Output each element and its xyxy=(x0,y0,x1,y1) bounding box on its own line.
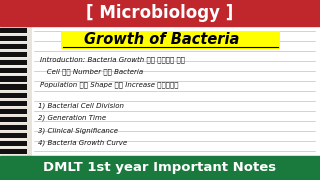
Bar xyxy=(0,57,27,58)
Bar xyxy=(0,106,27,107)
Text: 3) Clinical Significance: 3) Clinical Significance xyxy=(38,127,118,134)
Bar xyxy=(61,31,280,49)
Bar xyxy=(0,65,27,67)
Text: Cell के Number और Bacteria: Cell के Number और Bacteria xyxy=(40,69,143,75)
Text: Introduction: Bacteria Growth का मतलब है: Introduction: Bacteria Growth का मतलब है xyxy=(40,57,185,63)
Bar xyxy=(0,44,27,49)
Text: Population और Shape का Increase होना।: Population और Shape का Increase होना। xyxy=(40,81,179,88)
Bar xyxy=(0,122,27,123)
Bar xyxy=(0,117,27,122)
Bar xyxy=(0,133,27,138)
Bar xyxy=(0,114,27,115)
Bar xyxy=(0,109,27,114)
Bar xyxy=(0,33,27,34)
Bar xyxy=(0,98,27,99)
Bar xyxy=(0,154,27,156)
Text: 4) Bacteria Growth Curve: 4) Bacteria Growth Curve xyxy=(38,140,127,146)
Bar xyxy=(0,146,27,148)
Bar xyxy=(0,82,27,83)
Bar xyxy=(0,60,27,65)
Bar xyxy=(0,0,320,26)
Bar xyxy=(0,93,27,98)
Bar xyxy=(0,41,27,42)
Text: [ Microbiology ]: [ Microbiology ] xyxy=(86,4,234,22)
Bar xyxy=(0,149,27,154)
Bar xyxy=(0,101,27,106)
Bar xyxy=(0,138,27,140)
Text: Growth of Bacteria: Growth of Bacteria xyxy=(84,32,239,48)
Bar xyxy=(0,52,27,57)
Bar xyxy=(32,26,320,156)
Bar xyxy=(0,125,27,130)
Bar xyxy=(0,68,27,73)
Bar xyxy=(0,73,27,75)
Text: 2) Generation Time: 2) Generation Time xyxy=(38,115,106,122)
Bar xyxy=(0,49,27,50)
Bar xyxy=(0,156,320,180)
Bar xyxy=(0,141,27,146)
Bar xyxy=(0,28,27,33)
Bar xyxy=(0,76,27,82)
Bar xyxy=(0,84,27,90)
Text: DMLT 1st year Important Notes: DMLT 1st year Important Notes xyxy=(44,161,276,174)
Text: 1) Bacterial Cell Division: 1) Bacterial Cell Division xyxy=(38,102,124,109)
Bar xyxy=(0,130,27,131)
Bar xyxy=(0,90,27,91)
Bar xyxy=(0,36,27,41)
